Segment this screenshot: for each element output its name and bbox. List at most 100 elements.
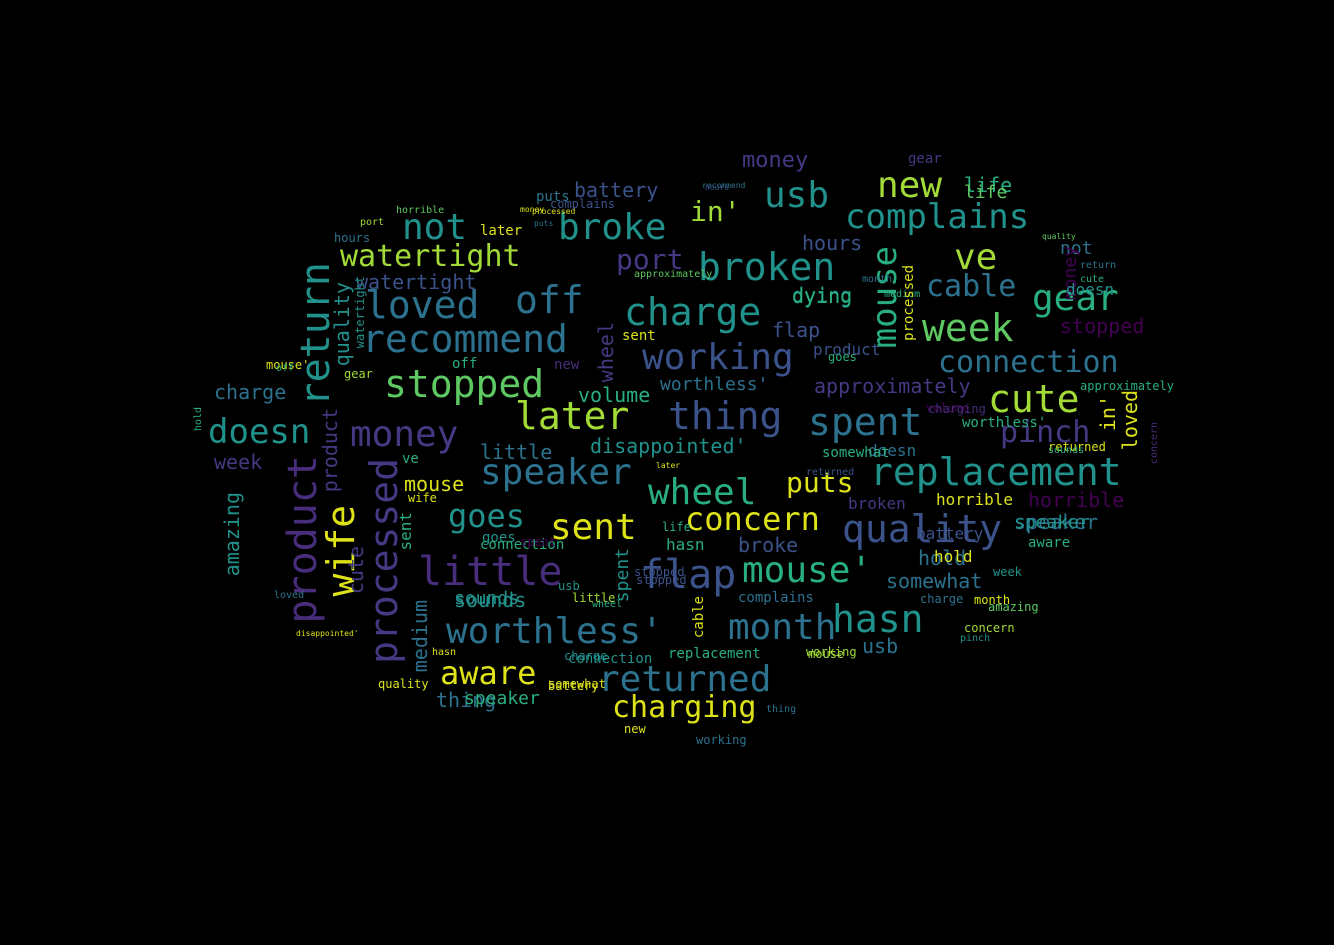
word-cloud-word: concern (964, 621, 1015, 635)
word-cloud-word: port (360, 217, 385, 228)
word-cloud-word: returned (598, 659, 772, 700)
word-cloud-word: cable (691, 596, 707, 639)
word-cloud-word: complains (845, 197, 1030, 237)
word-cloud-word: little (418, 549, 563, 595)
word-cloud-word: week (214, 450, 263, 474)
word-cloud-word: loved (274, 590, 305, 601)
word-cloud-word: hours (705, 183, 730, 192)
word-cloud-word: sent (396, 512, 415, 551)
word-cloud-word: wheel (648, 472, 757, 513)
word-cloud-word: loved (1118, 390, 1142, 451)
word-cloud-word: sent (550, 507, 637, 548)
word-cloud-word: charge (920, 592, 964, 606)
word-cloud-word: money (520, 205, 545, 214)
word-cloud-word: processed (532, 207, 576, 216)
word-cloud-word: worthless' (660, 374, 769, 395)
word-cloud-word: charging (928, 402, 986, 416)
word-cloud-word: wheel (594, 322, 618, 383)
word-cloud-word: battery (548, 679, 599, 693)
word-cloud-word: approximately (634, 269, 713, 280)
word-cloud-word: puts (536, 189, 570, 205)
word-cloud-word: horrible (936, 490, 1014, 509)
word-cloud-word: spent (612, 548, 633, 603)
word-cloud-word: replacement (668, 646, 761, 662)
word-cloud-word: cute (1080, 274, 1105, 285)
word-cloud-word: complains (738, 590, 814, 606)
word-cloud-word: gear (908, 151, 942, 167)
word-cloud-word: port (616, 243, 684, 276)
word-cloud-word: approximately (1080, 379, 1174, 393)
word-cloud-word: in' (690, 195, 741, 228)
word-cloud-word: usb (862, 634, 899, 658)
word-cloud-word: not (1060, 238, 1093, 259)
word-cloud-word: disappointed' (590, 434, 747, 458)
word-cloud-word: approximately (814, 374, 971, 398)
word-cloud-word: complains (550, 197, 616, 211)
word-cloud-word: thing (668, 394, 783, 438)
word-cloud-word: charge (624, 290, 762, 334)
word-cloud-word: dying (792, 283, 853, 307)
word-cloud-word: broke (738, 533, 799, 557)
word-cloud-word: week (922, 306, 1014, 350)
word-cloud-word: new (624, 722, 646, 736)
word-cloud-word: later (480, 223, 523, 239)
word-cloud-word: later (515, 394, 630, 438)
word-cloud-word: horrible (396, 205, 445, 216)
word-cloud-word: puts (534, 219, 554, 228)
word-cloud-word: flap (772, 318, 821, 342)
word-cloud-word: puts (786, 466, 854, 499)
word-cloud-word: medium (884, 289, 921, 300)
word-cloud-word: return (1080, 260, 1117, 271)
word-cloud-word: somewhat (822, 445, 890, 461)
word-cloud-word: somewhat (548, 677, 606, 691)
word-cloud-word: life (964, 173, 1013, 197)
word-cloud-word: sounds (454, 588, 527, 612)
word-cloud-word: mouse (808, 647, 845, 661)
word-cloud-word: wheel (592, 599, 623, 610)
word-cloud-word: working (642, 337, 794, 378)
word-cloud-word: concern (1149, 422, 1160, 465)
word-cloud-word: spent (808, 400, 923, 444)
word-cloud-word: flap (640, 552, 737, 598)
word-cloud-word: off (515, 278, 584, 322)
word-cloud-word: battery (916, 524, 984, 543)
word-cloud-word: sent (622, 328, 656, 344)
word-cloud-word: doesn (868, 441, 917, 460)
word-cloud-word: off (276, 363, 295, 374)
word-cloud-word: cute (988, 377, 1080, 421)
word-cloud-word: medium (408, 600, 432, 673)
word-cloud-word: mouse' (742, 550, 873, 591)
word-cloud-word: amazing (988, 600, 1039, 614)
word-cloud-word: product (318, 408, 342, 493)
word-cloud-word: gear (344, 367, 373, 381)
word-cloud-word: returned (806, 467, 855, 478)
word-cloud-word: concern (685, 500, 820, 538)
word-cloud-word: charge (214, 380, 287, 404)
word-cloud-word: disappointed' (296, 629, 359, 638)
word-cloud-word: usb (558, 579, 580, 593)
word-cloud-word: little (572, 591, 616, 605)
word-cloud-word: hasn (666, 535, 705, 554)
word-cloud-word: connection (568, 651, 653, 667)
word-cloud-word: ve (954, 237, 998, 278)
word-cloud-word: doesn (208, 412, 311, 452)
word-cloud-word: quality (378, 677, 429, 691)
word-cloud-word: working (696, 733, 747, 747)
word-cloud-word: speaker (480, 452, 632, 493)
word-cloud-word: somewhat (886, 569, 983, 593)
word-cloud-word: watertight (340, 239, 521, 274)
word-cloud-word: speaker (464, 688, 540, 709)
word-cloud-word: stopped (384, 362, 545, 406)
word-cloud-word: hours (334, 231, 371, 245)
word-cloud-word: quality (1042, 232, 1076, 241)
word-cloud-word: week (993, 565, 1022, 579)
word-cloud-word: quality (330, 282, 354, 367)
word-cloud-word: working (806, 645, 857, 659)
word-cloud-word: month (862, 274, 893, 285)
word-cloud-word: quality (842, 507, 1003, 551)
word-cloud-word: spent (520, 535, 557, 549)
word-cloud-word: hasn (432, 647, 457, 658)
word-cloud-word: volume (578, 383, 651, 407)
word-cloud-word: off (452, 356, 478, 372)
word-cloud-word: watertight (353, 276, 367, 349)
